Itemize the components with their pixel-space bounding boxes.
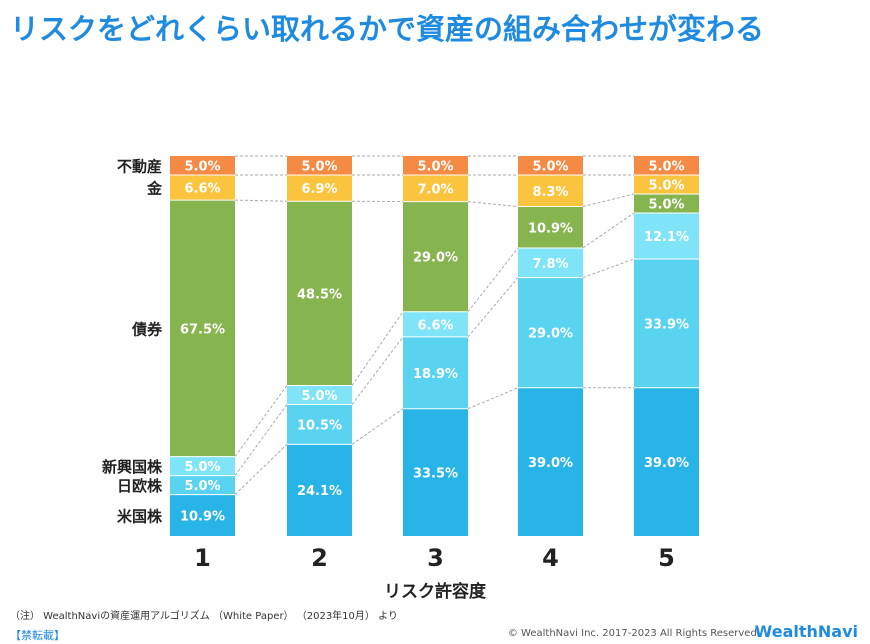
- bar-segment: [634, 175, 699, 194]
- bar-segment: [170, 156, 235, 175]
- bar-segment: [287, 444, 352, 536]
- bar-segment: [403, 408, 468, 536]
- bar-segment: [634, 387, 699, 536]
- data-label: 5.0%: [184, 460, 220, 475]
- series-label: 金: [146, 180, 163, 198]
- bar-segment: [287, 385, 352, 405]
- data-label: 39.0%: [528, 456, 573, 471]
- series-label: 不動産: [117, 158, 162, 176]
- data-label: 5.0%: [648, 198, 684, 213]
- data-label: 10.5%: [297, 418, 342, 433]
- connector-line: [467, 277, 519, 338]
- data-label: 48.5%: [297, 287, 342, 302]
- connector-line: [467, 247, 519, 313]
- x-tick-label: 4: [542, 544, 559, 572]
- connector-line: [234, 444, 288, 495]
- bar-segment: [287, 156, 352, 175]
- bar-segment: [518, 206, 583, 248]
- data-label: 10.9%: [180, 509, 225, 524]
- data-label: 29.0%: [528, 327, 573, 342]
- connector-line: [351, 408, 404, 445]
- bar-segment: [518, 277, 583, 388]
- data-label: 33.5%: [413, 466, 458, 481]
- bar-segment: [170, 200, 235, 457]
- data-label: 5.0%: [648, 179, 684, 194]
- connector-line: [582, 258, 635, 279]
- connector-line: [234, 404, 288, 476]
- series-label: 米国株: [117, 507, 163, 525]
- data-label: 5.0%: [301, 160, 337, 175]
- bar-segment: [634, 156, 699, 175]
- connector-line: [582, 193, 635, 208]
- connector-line: [582, 212, 635, 249]
- bar-segment: [403, 201, 468, 312]
- bar-segment: [634, 194, 699, 213]
- data-label: 10.9%: [528, 221, 573, 236]
- connector-line: [234, 199, 288, 202]
- connector-line: [234, 385, 288, 457]
- data-label: 5.0%: [532, 160, 568, 175]
- bar-segment: [403, 156, 468, 175]
- connector-line: [467, 201, 519, 208]
- no-reprint-label: 【禁転載】: [10, 629, 65, 642]
- source-note: （注） WealthNaviの資産運用アルゴリズム （White Paper） …: [10, 611, 398, 622]
- copyright: © WealthNavi Inc. 2017-2023 All Rights R…: [507, 628, 760, 639]
- data-label: 67.5%: [180, 322, 225, 337]
- x-tick-label: 3: [427, 544, 444, 572]
- bar-segment: [287, 404, 352, 445]
- bar-segment: [170, 494, 235, 536]
- series-label: 債券: [131, 320, 163, 338]
- data-label: 6.6%: [184, 182, 220, 197]
- data-label: 5.0%: [417, 160, 453, 175]
- brand-logo: WealthNavi: [754, 622, 858, 641]
- data-label: 12.1%: [644, 230, 689, 245]
- bar-segment: [518, 175, 583, 207]
- data-label: 5.0%: [301, 389, 337, 404]
- bar-segment: [403, 336, 468, 409]
- data-label: 6.9%: [301, 182, 337, 197]
- data-label: 6.6%: [417, 318, 453, 333]
- bar-segment: [170, 175, 235, 201]
- connector-line: [351, 336, 404, 405]
- data-label: 5.0%: [184, 479, 220, 494]
- data-label: 5.0%: [648, 160, 684, 175]
- page-title: リスクをどれくらい取れるかで資産の組み合わせが変わる: [10, 12, 765, 46]
- bar-segment: [170, 475, 235, 495]
- data-label: 7.0%: [417, 182, 453, 197]
- bar-segment: [403, 175, 468, 202]
- bar-segment: [170, 456, 235, 476]
- data-label: 29.0%: [413, 251, 458, 266]
- connector-lines: [234, 155, 635, 495]
- data-label: 7.8%: [532, 257, 568, 272]
- data-label: 18.9%: [413, 367, 458, 382]
- x-axis-label: リスク許容度: [384, 581, 487, 602]
- series-label: 日欧株: [117, 477, 163, 495]
- data-label: 33.9%: [644, 317, 689, 332]
- bar-segment: [634, 258, 699, 388]
- connector-line: [351, 311, 404, 386]
- bar-segment: [287, 201, 352, 386]
- connector-line: [467, 387, 519, 410]
- data-label: 39.0%: [644, 456, 689, 471]
- bar-segment: [634, 213, 699, 259]
- data-label: 5.0%: [184, 160, 220, 175]
- bar-segment: [518, 387, 583, 536]
- data-label: 8.3%: [532, 185, 568, 200]
- x-tick-label: 5: [658, 544, 675, 572]
- bar-segment: [518, 247, 583, 278]
- data-label: 24.1%: [297, 484, 342, 499]
- bar-segment: [403, 311, 468, 337]
- x-tick-label: 2: [311, 544, 328, 572]
- series-label: 新興国株: [102, 458, 163, 476]
- bar-segment: [518, 156, 583, 175]
- x-tick-label: 1: [194, 544, 211, 572]
- bar-segment: [287, 175, 352, 202]
